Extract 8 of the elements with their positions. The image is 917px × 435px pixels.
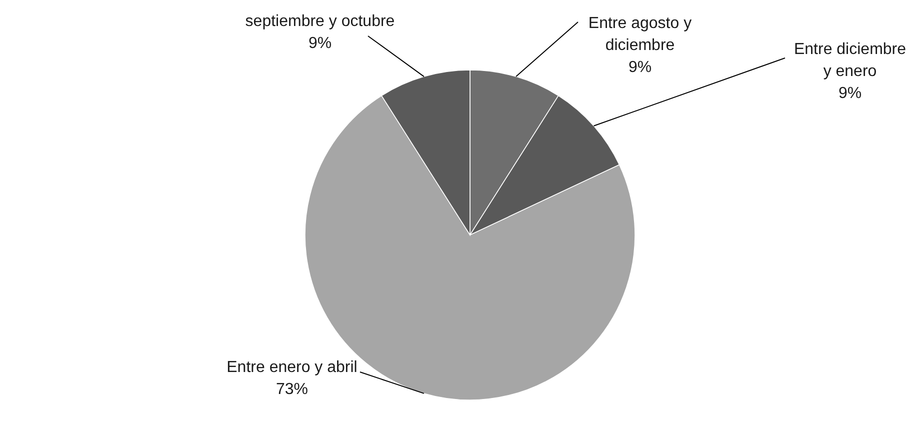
- slice-label: Entre enero y abril: [226, 359, 358, 376]
- data-label: 9%: [628, 59, 652, 76]
- slice-label: Entre agosto y diciembre: [588, 15, 692, 54]
- data-label: 73%: [276, 381, 308, 398]
- slice-label: Entre diciembre y enero: [794, 41, 906, 80]
- data-label: 9%: [838, 85, 862, 102]
- slice-label: septiembre y octubre: [245, 13, 395, 30]
- data-label: 9%: [308, 35, 332, 52]
